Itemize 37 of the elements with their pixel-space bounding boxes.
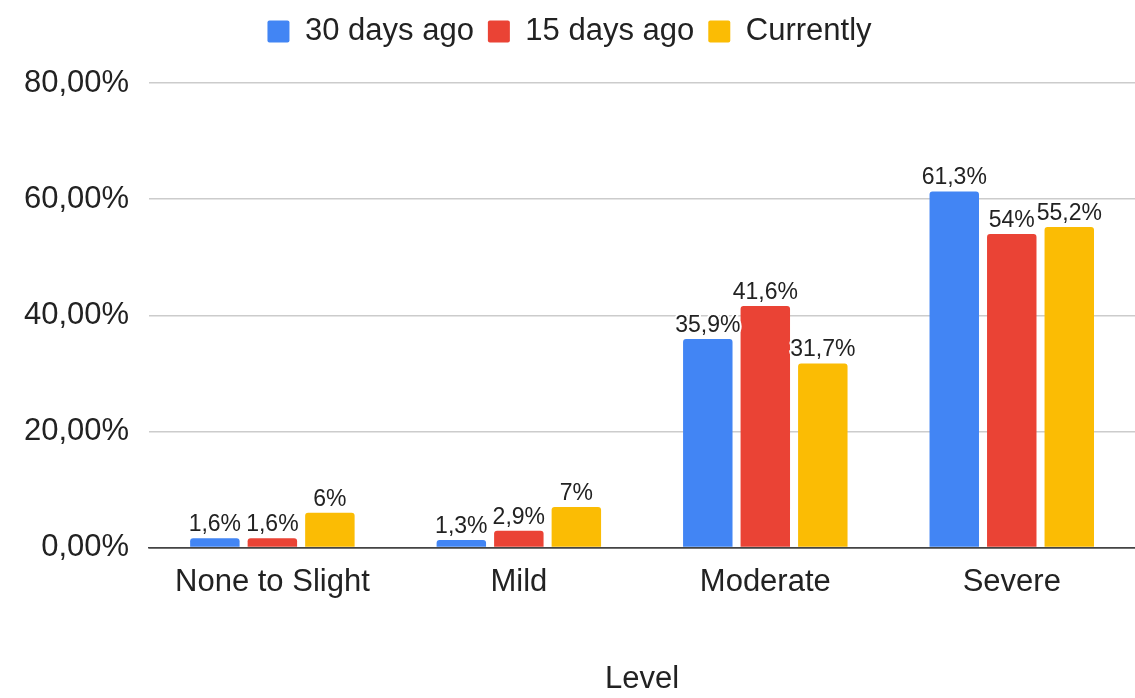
bar (987, 234, 1037, 547)
legend-label: Currently (745, 12, 873, 48)
data-label: 55,2% (1036, 198, 1102, 225)
bar (683, 339, 733, 547)
x-tick-label: None to Slight (175, 562, 371, 598)
bar (436, 540, 487, 547)
legend-label: 30 days ago (304, 12, 474, 48)
data-label: 41,6% (732, 277, 798, 304)
bar (798, 363, 848, 547)
x-tick-label: Mild (490, 562, 548, 598)
bar (929, 191, 979, 547)
bar (247, 538, 298, 547)
bar (190, 538, 240, 547)
y-tick-label: 80,00% (24, 63, 130, 99)
bar (740, 306, 791, 547)
x-tick-label: Moderate (699, 562, 831, 598)
y-tick-label: 20,00% (24, 412, 130, 447)
bar (551, 506, 602, 547)
data-label: 54% (988, 205, 1035, 232)
data-label: 1,6% (246, 510, 299, 537)
data-label: 31,7% (790, 335, 856, 362)
bar (1044, 227, 1095, 547)
data-label: 1,6% (188, 510, 242, 537)
legend-label: 15 days ago (525, 12, 695, 48)
data-label: 35,9% (675, 310, 741, 337)
data-label: 6% (313, 484, 347, 511)
y-tick-label: 60,00% (24, 179, 130, 215)
x-axis-title: Level (605, 659, 680, 695)
bar (305, 512, 355, 547)
data-label: 61,3% (921, 163, 987, 190)
x-tick-label: Severe (962, 562, 1061, 598)
data-label: 2,9% (492, 502, 546, 529)
data-label: 1,3% (435, 511, 488, 538)
y-tick-label: 0,00% (41, 528, 130, 564)
data-label: 7% (559, 478, 593, 505)
bar (494, 530, 544, 547)
y-tick-label: 40,00% (24, 295, 130, 331)
